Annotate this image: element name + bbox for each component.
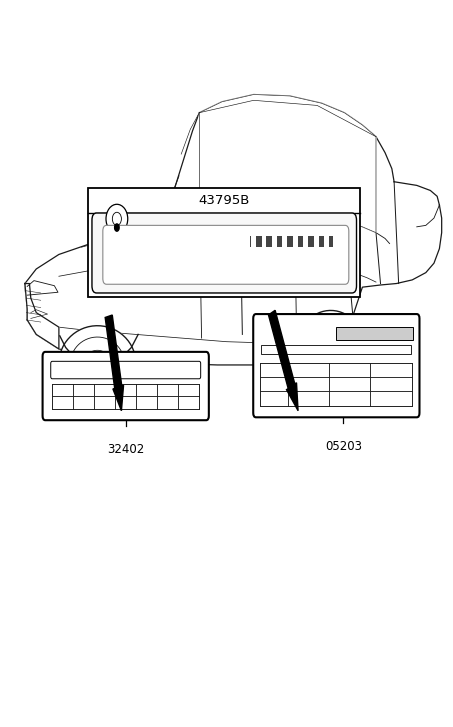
Bar: [157, 396, 178, 409]
Bar: [52, 384, 199, 409]
Bar: [288, 363, 329, 377]
Bar: [314, 236, 318, 247]
Bar: [260, 377, 288, 391]
Text: 32402: 32402: [107, 443, 145, 457]
FancyBboxPatch shape: [103, 225, 349, 284]
Bar: [329, 377, 370, 391]
FancyBboxPatch shape: [253, 314, 419, 417]
Bar: [370, 391, 412, 406]
Polygon shape: [269, 310, 298, 411]
Bar: [329, 391, 370, 406]
Bar: [288, 391, 329, 406]
Polygon shape: [25, 284, 59, 349]
Polygon shape: [298, 310, 363, 380]
Bar: [370, 377, 412, 391]
Bar: [272, 236, 277, 247]
Bar: [261, 345, 411, 354]
FancyBboxPatch shape: [92, 213, 357, 293]
Bar: [260, 363, 412, 406]
Bar: [136, 396, 157, 409]
Bar: [73, 396, 94, 409]
Bar: [73, 384, 94, 396]
Circle shape: [115, 224, 119, 231]
Bar: [157, 384, 178, 396]
Bar: [94, 396, 115, 409]
FancyBboxPatch shape: [51, 361, 201, 379]
Bar: [329, 363, 370, 377]
Bar: [136, 384, 157, 396]
Bar: [304, 236, 308, 247]
Bar: [260, 391, 288, 406]
Bar: [370, 363, 412, 377]
Text: 05203: 05203: [325, 440, 362, 453]
Bar: [261, 236, 266, 247]
Bar: [251, 236, 256, 247]
Bar: [260, 363, 288, 377]
Bar: [88, 188, 360, 297]
Polygon shape: [199, 95, 376, 233]
Ellipse shape: [112, 212, 121, 225]
Bar: [250, 236, 333, 247]
Bar: [115, 396, 136, 409]
Text: 43795B: 43795B: [198, 194, 250, 206]
Bar: [94, 384, 115, 396]
Polygon shape: [59, 326, 136, 401]
Bar: [115, 384, 136, 396]
Bar: [288, 377, 329, 391]
Polygon shape: [105, 315, 124, 411]
FancyBboxPatch shape: [43, 352, 209, 420]
Bar: [178, 396, 199, 409]
Ellipse shape: [106, 204, 128, 233]
Bar: [293, 236, 298, 247]
Bar: [283, 236, 287, 247]
Bar: [52, 396, 73, 409]
Bar: [52, 384, 73, 396]
Bar: [336, 327, 413, 340]
Bar: [324, 236, 329, 247]
Bar: [178, 384, 199, 396]
